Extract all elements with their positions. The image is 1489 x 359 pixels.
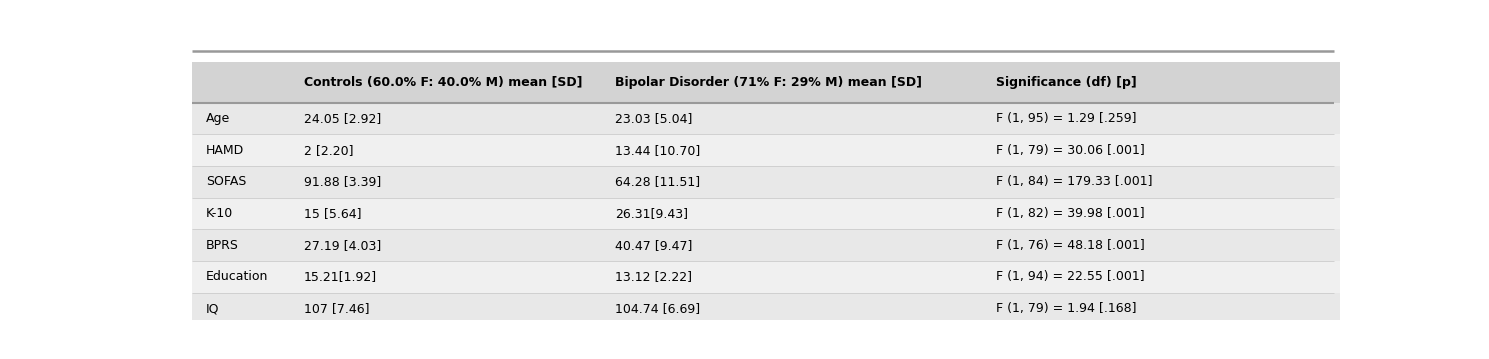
Bar [602, 229, 983, 261]
Text: 24.05 [2.92]: 24.05 [2.92] [304, 112, 381, 125]
Text: 15.21[1.92]: 15.21[1.92] [304, 270, 377, 284]
Bar [290, 229, 602, 261]
Bar [192, 134, 290, 166]
Text: F (1, 76) = 48.18 [.001]: F (1, 76) = 48.18 [.001] [996, 239, 1145, 252]
Text: 64.28 [11.51]: 64.28 [11.51] [615, 175, 700, 188]
Bar [192, 261, 290, 293]
Bar [290, 261, 602, 293]
Text: 27.19 [4.03]: 27.19 [4.03] [304, 239, 381, 252]
Bar [192, 166, 290, 198]
Bar [602, 134, 983, 166]
Text: BPRS: BPRS [205, 239, 238, 252]
Bar [192, 62, 290, 103]
Text: F (1, 79) = 1.94 [.168]: F (1, 79) = 1.94 [.168] [996, 302, 1136, 315]
Text: F (1, 82) = 39.98 [.001]: F (1, 82) = 39.98 [.001] [996, 207, 1145, 220]
Bar [602, 103, 983, 134]
Bar [983, 229, 1346, 261]
Bar [290, 134, 602, 166]
Bar [192, 293, 290, 325]
Text: Age: Age [205, 112, 229, 125]
Text: 15 [5.64]: 15 [5.64] [304, 207, 362, 220]
Text: 107 [7.46]: 107 [7.46] [304, 302, 369, 315]
Bar [602, 62, 983, 103]
Text: F (1, 95) = 1.29 [.259]: F (1, 95) = 1.29 [.259] [996, 112, 1136, 125]
Bar [192, 198, 290, 229]
Bar [192, 103, 290, 134]
Text: 40.47 [9.47]: 40.47 [9.47] [615, 239, 692, 252]
Text: 13.44 [10.70]: 13.44 [10.70] [615, 144, 701, 157]
Text: 104.74 [6.69]: 104.74 [6.69] [615, 302, 700, 315]
Text: 23.03 [5.04]: 23.03 [5.04] [615, 112, 692, 125]
Text: Controls (60.0% F: 40.0% M) mean [SD]: Controls (60.0% F: 40.0% M) mean [SD] [304, 76, 582, 89]
Text: 91.88 [3.39]: 91.88 [3.39] [304, 175, 381, 188]
Bar [290, 103, 602, 134]
Bar [983, 103, 1346, 134]
Bar [290, 166, 602, 198]
Text: Significance (df) [p]: Significance (df) [p] [996, 76, 1138, 89]
Text: 26.31[9.43]: 26.31[9.43] [615, 207, 688, 220]
Text: IQ: IQ [205, 302, 219, 315]
Bar [983, 261, 1346, 293]
Bar [983, 166, 1346, 198]
Bar [602, 261, 983, 293]
Bar [192, 229, 290, 261]
Text: F (1, 84) = 179.33 [.001]: F (1, 84) = 179.33 [.001] [996, 175, 1152, 188]
Text: Education: Education [205, 270, 268, 284]
Bar [983, 62, 1346, 103]
Bar [983, 198, 1346, 229]
Bar [983, 134, 1346, 166]
Text: 13.12 [2.22]: 13.12 [2.22] [615, 270, 692, 284]
Text: F (1, 94) = 22.55 [.001]: F (1, 94) = 22.55 [.001] [996, 270, 1145, 284]
Bar [602, 166, 983, 198]
Bar [290, 62, 602, 103]
Text: K-10: K-10 [205, 207, 232, 220]
Bar [602, 293, 983, 325]
Text: SOFAS: SOFAS [205, 175, 246, 188]
Bar [983, 293, 1346, 325]
Text: Bipolar Disorder (71% F: 29% M) mean [SD]: Bipolar Disorder (71% F: 29% M) mean [SD… [615, 76, 922, 89]
Text: HAMD: HAMD [205, 144, 244, 157]
Text: F (1, 79) = 30.06 [.001]: F (1, 79) = 30.06 [.001] [996, 144, 1145, 157]
Bar [602, 198, 983, 229]
Text: 2 [2.20]: 2 [2.20] [304, 144, 353, 157]
Bar [290, 293, 602, 325]
Bar [290, 198, 602, 229]
